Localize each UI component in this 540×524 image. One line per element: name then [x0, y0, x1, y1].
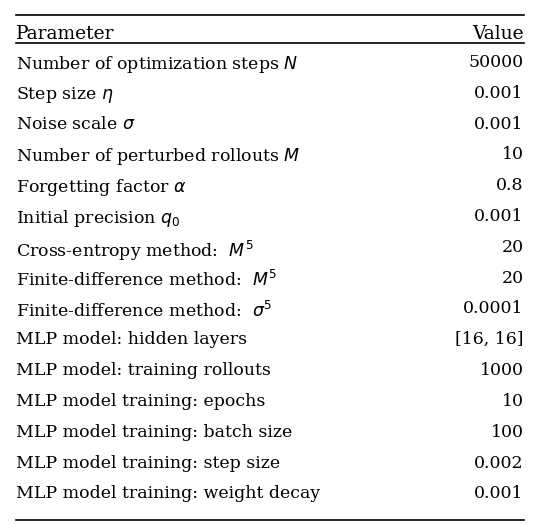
Text: Forgetting factor $\alpha$: Forgetting factor $\alpha$ [16, 177, 187, 198]
Text: 0.001: 0.001 [474, 116, 524, 133]
Text: Finite-difference method:  $M^5$: Finite-difference method: $M^5$ [16, 270, 277, 290]
Text: Parameter: Parameter [16, 25, 114, 42]
Text: MLP model training: weight decay: MLP model training: weight decay [16, 485, 320, 503]
Text: Number of perturbed rollouts $M$: Number of perturbed rollouts $M$ [16, 146, 300, 167]
Text: Noise scale $\sigma$: Noise scale $\sigma$ [16, 116, 136, 133]
Text: MLP model: training rollouts: MLP model: training rollouts [16, 362, 271, 379]
Text: Finite-difference method:  $\sigma^5$: Finite-difference method: $\sigma^5$ [16, 300, 273, 321]
Text: MLP model training: epochs: MLP model training: epochs [16, 393, 266, 410]
Text: 0.001: 0.001 [474, 208, 524, 225]
Text: 20: 20 [502, 239, 524, 256]
Text: MLP model training: step size: MLP model training: step size [16, 454, 280, 472]
Text: 1000: 1000 [480, 362, 524, 379]
Text: [16, 16]: [16, 16] [455, 331, 524, 348]
Text: 50000: 50000 [469, 54, 524, 71]
Text: Initial precision $q_0$: Initial precision $q_0$ [16, 208, 180, 229]
Text: Value: Value [472, 25, 524, 42]
Text: 0.8: 0.8 [496, 177, 524, 194]
Text: 0.0001: 0.0001 [463, 300, 524, 318]
Text: 0.002: 0.002 [474, 454, 524, 472]
Text: 100: 100 [491, 424, 524, 441]
Text: MLP model training: batch size: MLP model training: batch size [16, 424, 293, 441]
Text: 10: 10 [502, 393, 524, 410]
Text: Step size $\eta$: Step size $\eta$ [16, 85, 114, 105]
Text: 0.001: 0.001 [474, 485, 524, 503]
Text: MLP model: hidden layers: MLP model: hidden layers [16, 331, 247, 348]
Text: 20: 20 [502, 270, 524, 287]
Text: 10: 10 [502, 146, 524, 163]
Text: 0.001: 0.001 [474, 85, 524, 102]
Text: Cross-entropy method:  $M^5$: Cross-entropy method: $M^5$ [16, 239, 254, 263]
Text: Number of optimization steps $N$: Number of optimization steps $N$ [16, 54, 299, 75]
